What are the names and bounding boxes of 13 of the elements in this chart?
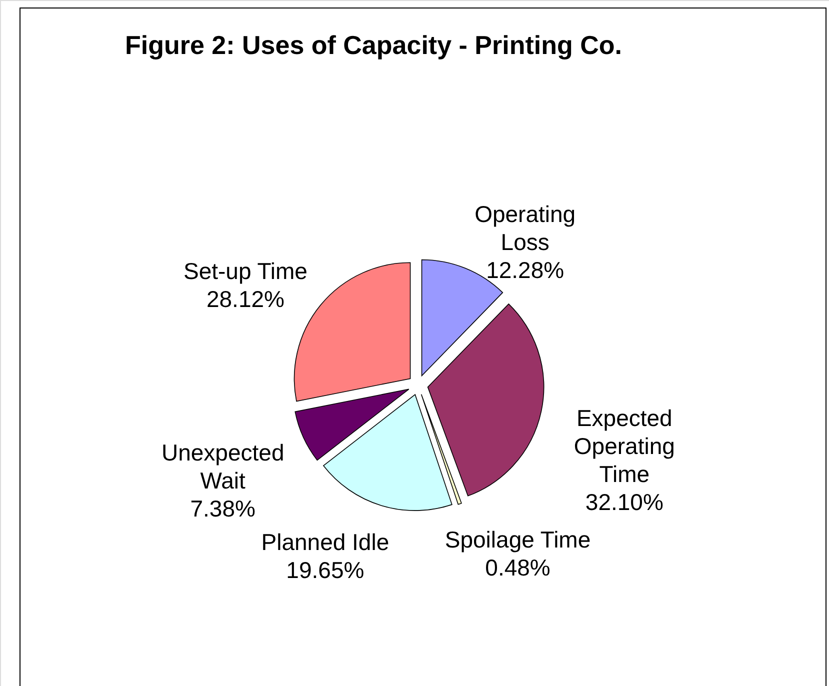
- slice-label: Unexpected Wait: [161, 439, 284, 494]
- data-label: 7.38%: [190, 495, 256, 522]
- data-label: 19.65%: [286, 556, 364, 583]
- slice-label: Expected Operating Time: [574, 405, 675, 488]
- data-label: 12.28%: [486, 256, 564, 283]
- slice-label: Set-up Time: [183, 258, 308, 284]
- slice-label: Spoilage Time: [444, 526, 591, 553]
- chart-title: Figure 2: Uses of Capacity - Printing Co.: [125, 30, 622, 60]
- data-label: 32.10%: [585, 489, 664, 516]
- data-label: 28.12%: [206, 286, 284, 312]
- slice-label: Planned Idle: [261, 528, 390, 555]
- slice-label: Operating Loss: [474, 200, 576, 255]
- data-label: 0.48%: [485, 554, 550, 581]
